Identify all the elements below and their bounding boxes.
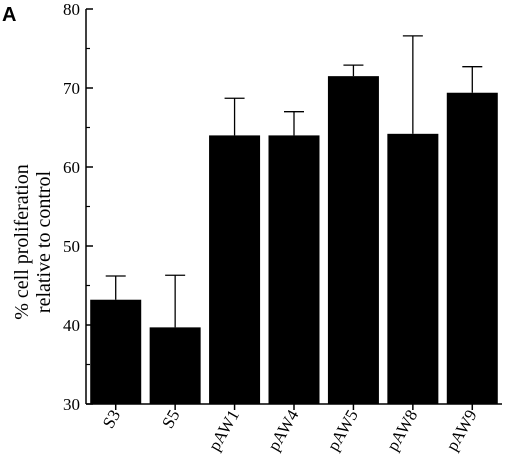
y-tick-label: 60 bbox=[63, 158, 80, 177]
x-tick-label: pAW1 bbox=[205, 407, 243, 455]
bar bbox=[446, 92, 498, 405]
y-tick-label: 70 bbox=[63, 79, 80, 98]
y-axis-title: % cell proliferation relative to control bbox=[11, 164, 55, 320]
bar bbox=[209, 135, 261, 404]
bar bbox=[327, 76, 379, 405]
x-tick-label: pAW8 bbox=[383, 407, 421, 455]
x-tick-label: pAW5 bbox=[323, 407, 361, 455]
bar bbox=[268, 135, 320, 404]
bar bbox=[90, 299, 142, 404]
bar bbox=[387, 133, 439, 404]
bar bbox=[149, 327, 201, 404]
x-tick-label: S5 bbox=[158, 407, 183, 432]
x-tick-label: pAW4 bbox=[264, 406, 303, 454]
plot-area: 30 40 50 60 70 80 S3 S5 pAW1 pAW4 pAW5 pAW8 pAW9 bbox=[63, 0, 502, 454]
y-tick-label: 40 bbox=[63, 316, 80, 335]
y-tick-label: 50 bbox=[63, 237, 80, 256]
x-tick-label: pAW9 bbox=[442, 407, 480, 455]
y-axis-title-line-2: relative to control bbox=[33, 170, 55, 313]
x-tick-label: S3 bbox=[99, 407, 124, 432]
panel-label: A bbox=[2, 4, 16, 26]
y-tick-label: 80 bbox=[63, 0, 80, 19]
y-axis-title-line-1: % cell proliferation bbox=[11, 164, 33, 320]
y-tick-label: 30 bbox=[63, 395, 80, 414]
